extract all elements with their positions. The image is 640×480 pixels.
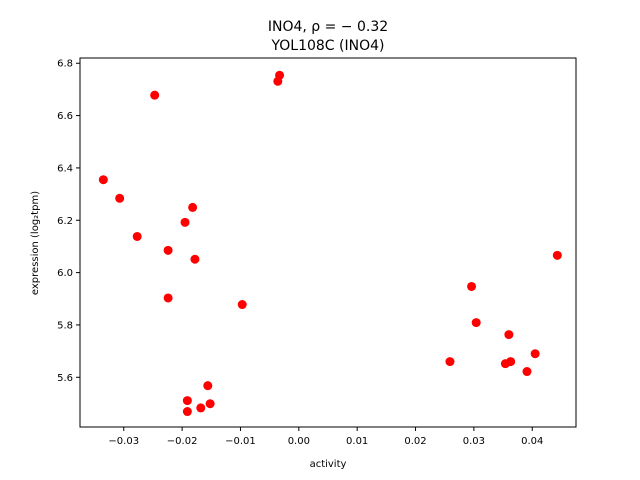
data-point: [132, 231, 142, 241]
y-tick-label: 6.0: [57, 268, 73, 279]
x-tick-label: −0.03: [108, 436, 139, 447]
x-axis-ticks: −0.03 −0.02 −0.01 0.00 0.01 0.02 0.03 0.04: [108, 427, 543, 447]
x-axis-label: activity: [310, 459, 347, 470]
y-tick-label: 5.8: [57, 320, 73, 331]
y-axis-label: expression (log₂tpm): [30, 191, 41, 295]
data-point: [180, 217, 190, 227]
data-point: [190, 254, 200, 264]
data-point: [471, 318, 481, 328]
data-point: [504, 330, 514, 340]
y-axis-ticks: 5.6 5.8 6.0 6.2 6.4 6.6 6.8: [57, 59, 80, 384]
chart-subtitle: YOL108C (INO4): [270, 38, 384, 54]
x-tick-label: 0.02: [404, 436, 426, 447]
x-tick-label: 0.00: [288, 436, 310, 447]
y-tick-label: 6.2: [57, 216, 73, 227]
data-point: [163, 245, 173, 255]
data-point: [445, 357, 455, 367]
data-point: [98, 175, 108, 185]
data-point: [203, 381, 213, 391]
data-point: [182, 396, 192, 406]
data-point: [163, 293, 173, 303]
y-tick-label: 6.8: [57, 59, 73, 70]
chart-title: INO4, ρ = − 0.32: [268, 19, 388, 35]
x-tick-label: 0.01: [346, 436, 368, 447]
plot-area-frame: [79, 57, 577, 428]
data-point: [150, 90, 160, 100]
data-point: [530, 349, 540, 359]
x-tick-label: −0.01: [225, 436, 256, 447]
data-point: [237, 300, 247, 310]
x-tick-label: −0.02: [167, 436, 198, 447]
data-point: [182, 407, 192, 417]
data-point: [115, 193, 125, 203]
data-point: [522, 367, 532, 377]
x-tick-label: 0.03: [463, 436, 485, 447]
data-point: [205, 399, 215, 409]
data-point: [506, 357, 516, 367]
data-point: [275, 70, 285, 80]
y-tick-label: 5.6: [57, 373, 73, 384]
data-points: [98, 70, 562, 417]
data-point: [552, 250, 562, 260]
y-tick-label: 6.6: [57, 111, 73, 122]
y-tick-label: 6.4: [57, 163, 73, 174]
data-point: [188, 202, 198, 212]
x-tick-label: 0.04: [521, 436, 543, 447]
data-point: [196, 403, 206, 413]
data-point: [467, 281, 477, 291]
